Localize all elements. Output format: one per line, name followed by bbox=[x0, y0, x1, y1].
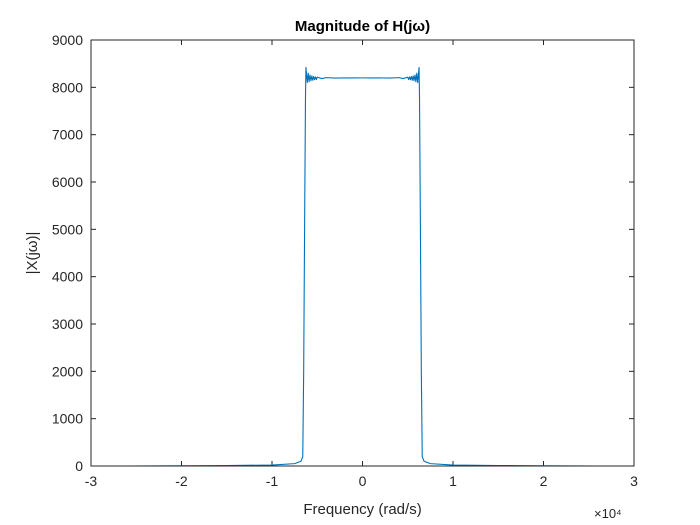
x-tick-label: 0 bbox=[359, 473, 367, 489]
y-tick-label: 7000 bbox=[52, 127, 83, 143]
x-tick-label: 3 bbox=[630, 473, 638, 489]
x-tick-label: -1 bbox=[266, 473, 279, 489]
y-tick-label: 0 bbox=[75, 458, 83, 474]
x-tick-label: 1 bbox=[449, 473, 457, 489]
x-tick-label: -3 bbox=[85, 473, 98, 489]
y-tick-label: 3000 bbox=[52, 316, 83, 332]
x-tick-label: -2 bbox=[175, 473, 188, 489]
x-axis-label: Frequency (rad/s) bbox=[303, 501, 421, 518]
series-layer bbox=[127, 66, 598, 467]
y-axis-label: |X(jω)| bbox=[24, 232, 41, 275]
y-tick-label: 1000 bbox=[52, 411, 83, 427]
series-line-0 bbox=[127, 66, 598, 467]
y-tick-label: 2000 bbox=[52, 363, 83, 379]
chart-title: Magnitude of H(jω) bbox=[295, 18, 430, 35]
y-tick-label: 8000 bbox=[52, 79, 83, 95]
x-exponent-label: ×10⁴ bbox=[594, 506, 622, 521]
plot-area bbox=[91, 40, 634, 466]
axes-box bbox=[90, 39, 635, 467]
y-tick-label: 4000 bbox=[52, 269, 83, 285]
y-tick-label: 6000 bbox=[52, 174, 83, 190]
x-tick-label: 2 bbox=[540, 473, 548, 489]
y-tick-label: 9000 bbox=[52, 32, 83, 48]
y-tick-label: 5000 bbox=[52, 221, 83, 237]
